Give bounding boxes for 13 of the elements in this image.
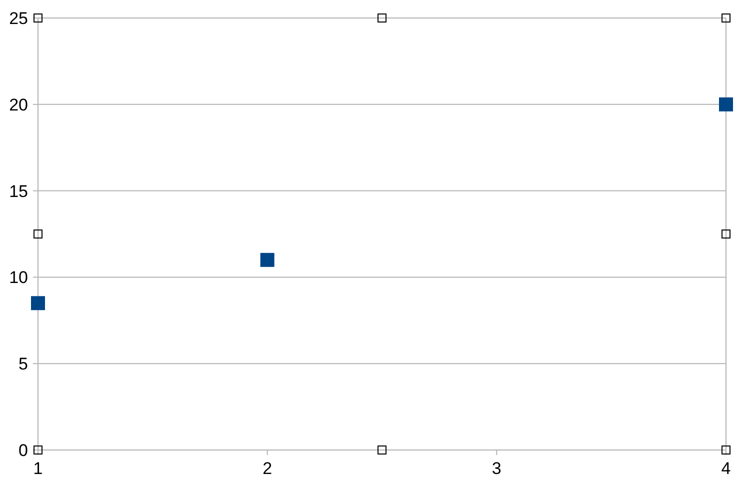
point [719,97,733,112]
x-tick-label: 1 [33,459,43,478]
y-tick-label: 0 [18,440,28,460]
x-tick-label: 4 [721,459,731,478]
y-tick-label: 25 [9,8,28,28]
x-tick-label: 3 [492,459,502,478]
y-tick-label: 15 [9,182,28,201]
x-tick-label: 2 [262,459,272,478]
point [31,296,45,310]
point [260,252,274,267]
y-tick-label: 5 [18,354,28,374]
y-tick-label: 10 [9,268,28,288]
y-tick-label: 20 [9,95,28,114]
